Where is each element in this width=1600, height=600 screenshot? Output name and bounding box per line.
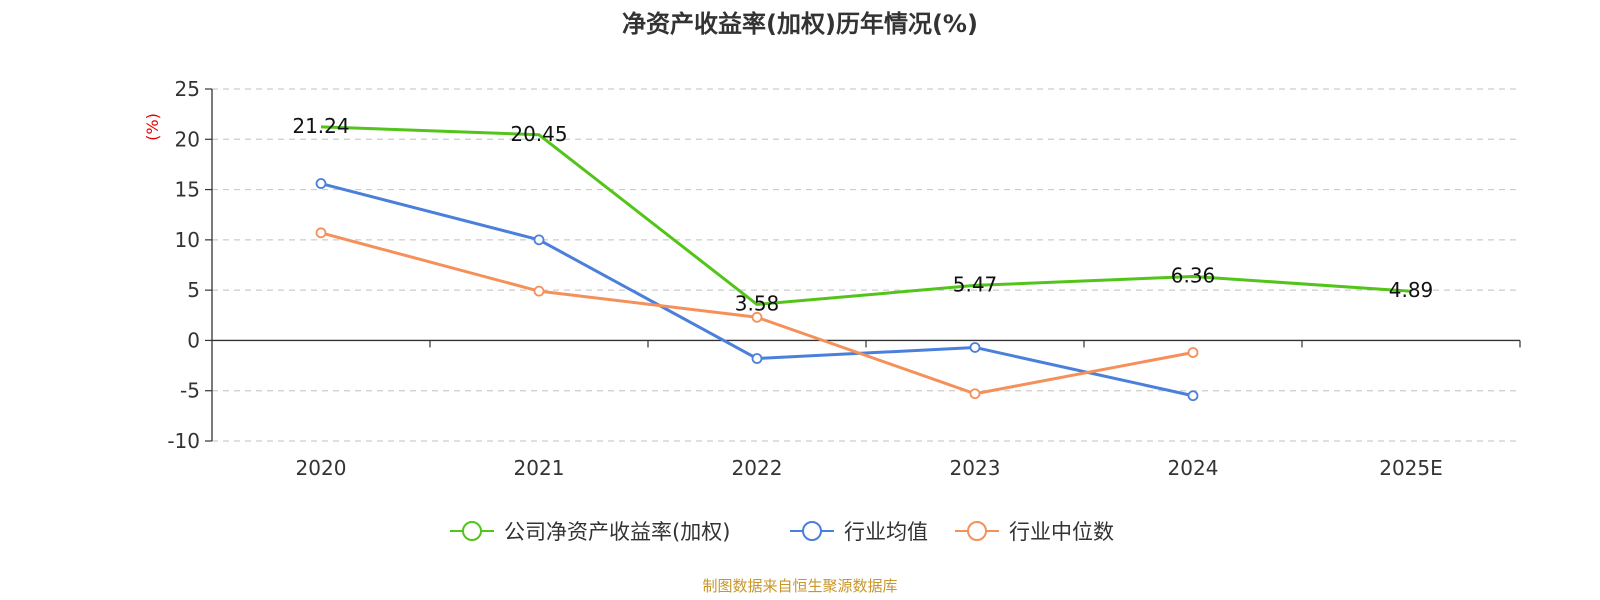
data-point: [969, 342, 981, 353]
y-tick-label: 5: [187, 278, 200, 302]
legend-label: 行业中位数: [1009, 520, 1114, 544]
data-point: [1187, 347, 1199, 358]
x-tick-label: 2021: [514, 456, 565, 480]
x-tick-label: 2020: [296, 456, 347, 480]
data-point: [751, 353, 763, 364]
legend-swatch-marker: [967, 521, 987, 541]
y-tick-label: -5: [180, 379, 200, 403]
data-point: [315, 178, 327, 189]
data-point: [969, 388, 981, 400]
data-label: 20.45: [510, 122, 567, 146]
x-tick-label: 2025E: [1379, 456, 1443, 480]
data-label: 4.89: [1389, 278, 1434, 302]
legend-item: 行业中位数: [955, 520, 1114, 544]
x-tick-label: 2024: [1168, 456, 1219, 480]
y-tick-label: 10: [175, 228, 200, 252]
legend: 公司净资产收益率(加权) 行业均值 行业中位数: [450, 520, 1114, 544]
legend-item: 公司净资产收益率(加权): [450, 520, 730, 544]
data-point: [533, 234, 545, 246]
series-line: [320, 125, 1412, 306]
data-point: [751, 311, 763, 323]
legend-label: 公司净资产收益率(加权): [504, 520, 730, 544]
x-tick-label: 2023: [950, 456, 1001, 480]
y-tick-labels: 25 20 15 10 5 0 -5 -10: [167, 77, 200, 453]
data-point: [533, 285, 545, 297]
y-tick-label: 25: [175, 77, 200, 101]
y-axis-label: (%): [143, 113, 162, 141]
legend-swatch-marker: [802, 521, 822, 541]
y-tick-label: 15: [175, 178, 200, 202]
y-tick-label: -10: [167, 429, 200, 453]
data-labels: 21.24 20.45 3.58 5.47 6.36 4.89: [292, 114, 1433, 316]
series-group: [315, 125, 1412, 402]
y-tick-label: 0: [187, 328, 200, 352]
source-note: 制图数据来自恒生聚源数据库: [702, 577, 897, 595]
data-label: 21.24: [292, 114, 349, 138]
legend-swatch-marker: [462, 521, 482, 541]
data-label: 3.58: [735, 291, 780, 315]
grid-lines: [212, 88, 1520, 442]
y-tick-label: 20: [175, 127, 200, 151]
axes: [205, 88, 1521, 442]
x-tick-label: 2022: [732, 456, 783, 480]
data-point: [315, 227, 327, 239]
data-label: 6.36: [1171, 263, 1216, 287]
chart-title: 净资产收益率(加权)历年情况(%): [622, 10, 978, 38]
legend-item: 行业均值: [790, 520, 928, 544]
x-tick-labels: 2020 2021 2022 2023 2024 2025E: [296, 456, 1443, 480]
data-point: [1187, 390, 1199, 402]
data-label: 5.47: [953, 272, 998, 296]
legend-label: 行业均值: [844, 520, 928, 544]
